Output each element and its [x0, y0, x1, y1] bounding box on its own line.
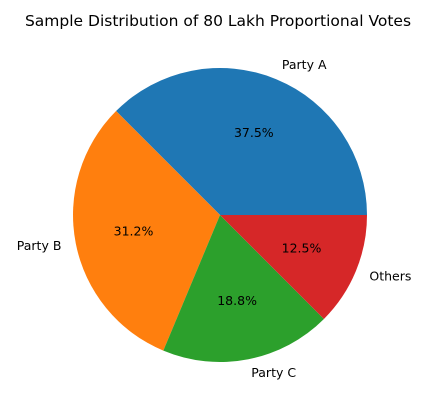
- percent-label: 37.5%: [234, 125, 274, 140]
- pie-slice-party-c: [163, 215, 324, 362]
- chart-title: Sample Distribution of 80 Lakh Proportio…: [25, 12, 411, 30]
- slice-label: Party B: [17, 238, 62, 253]
- pie-slice-others: [220, 215, 367, 319]
- slice-labels: Party A Party B Party C Others: [17, 57, 412, 380]
- percent-label: 18.8%: [217, 293, 257, 308]
- percent-label: 31.2%: [114, 224, 154, 239]
- slice-label: Others: [369, 268, 411, 283]
- percent-labels: 37.5% 31.2% 18.8% 12.5%: [114, 125, 322, 308]
- slice-label: Party C: [251, 365, 296, 380]
- pie-slices: [73, 68, 367, 362]
- pie-slice-party-a: [116, 68, 367, 215]
- pie-slice-party-b: [73, 111, 220, 351]
- percent-label: 12.5%: [282, 240, 322, 255]
- slice-label: Party A: [282, 57, 327, 72]
